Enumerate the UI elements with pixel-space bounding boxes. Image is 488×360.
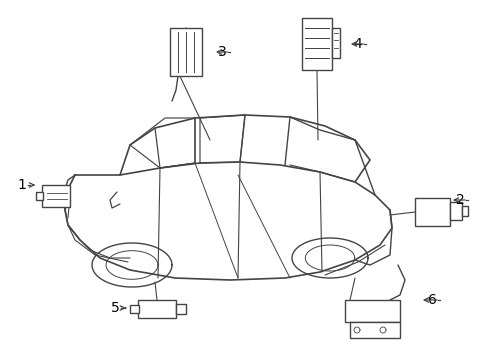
Bar [449, 202, 461, 220]
Text: 6: 6 [427, 293, 436, 307]
Bar [138, 300, 176, 318]
Bar [331, 28, 339, 58]
Bar [349, 322, 399, 338]
Bar [176, 304, 185, 314]
Bar [36, 192, 43, 200]
Text: 3: 3 [217, 45, 226, 59]
Bar [461, 206, 467, 216]
Bar [302, 18, 331, 70]
Text: 2: 2 [455, 193, 464, 207]
Text: 4: 4 [353, 37, 362, 51]
Bar [345, 300, 399, 322]
Bar [42, 185, 70, 207]
Bar [130, 305, 139, 313]
Bar [170, 28, 202, 76]
Text: 5: 5 [110, 301, 119, 315]
Text: 1: 1 [18, 178, 26, 192]
Bar [414, 198, 449, 226]
